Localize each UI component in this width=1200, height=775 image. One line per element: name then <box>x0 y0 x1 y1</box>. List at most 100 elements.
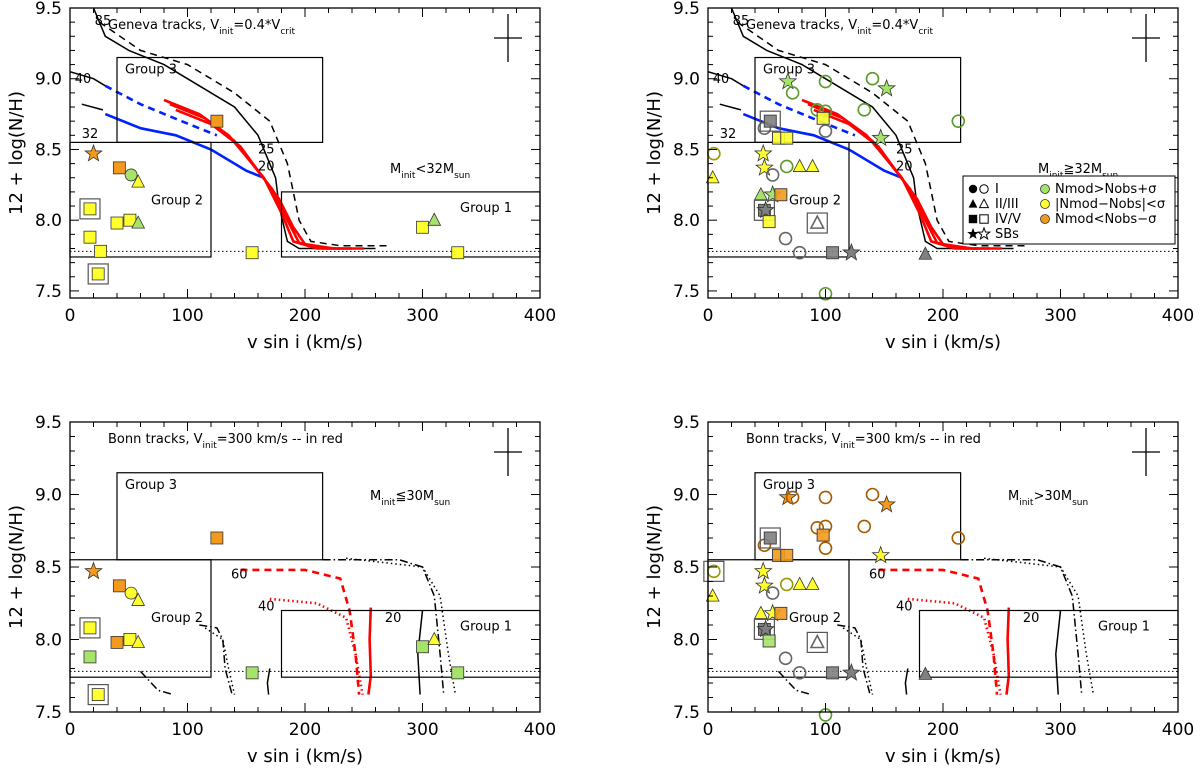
y-tick-label: 9.0 <box>35 486 62 506</box>
data-point-star <box>871 128 891 147</box>
track-mass-label: 20 <box>258 160 275 175</box>
data-point-star <box>754 158 774 176</box>
point-box <box>806 631 828 654</box>
data-point-square <box>110 636 124 649</box>
track-60-dotted <box>346 557 457 695</box>
data-point-square <box>245 246 259 260</box>
group-box <box>116 56 324 143</box>
x-tick-label: 0 <box>703 306 714 326</box>
y-tick-label: 9.0 <box>35 70 62 90</box>
panel-title: Geneva tracks, Vinit=0.4*Vcrit <box>746 18 933 37</box>
track-40-dashed <box>742 84 856 137</box>
data-point-circle <box>779 159 794 174</box>
track-mass-label: 60 <box>869 568 886 583</box>
track-mass-label: 32 <box>82 127 99 142</box>
mass-condition-label: Minit≦30Msun <box>370 489 450 508</box>
data-point-square <box>83 621 97 635</box>
data-point-star <box>753 143 773 162</box>
track-mass-label: 85 <box>733 14 750 29</box>
data-point-square <box>763 531 777 545</box>
data-point-square <box>774 606 788 620</box>
data-point-triangle <box>705 588 720 602</box>
mass-condition-label: Minit<32Msun <box>390 162 470 181</box>
data-point-square <box>416 220 429 234</box>
data-point-triangle <box>792 158 807 172</box>
x-tick-label: 200 <box>289 306 321 326</box>
track-tiny-dashdot <box>139 670 174 696</box>
data-point-circle <box>765 586 780 600</box>
data-point-circle <box>792 666 807 680</box>
data-point-triangle <box>918 666 933 680</box>
group-label: Group 1 <box>460 620 512 635</box>
y-tick-label: 7.5 <box>35 703 62 723</box>
data-point-square <box>826 666 840 680</box>
point-box <box>79 198 101 220</box>
track-40-solid <box>70 70 106 87</box>
track-left-dotted <box>842 627 874 695</box>
point-box <box>759 527 781 549</box>
group-box <box>116 472 324 561</box>
y-tick-label: 8.0 <box>673 211 700 231</box>
x-tick-label: 400 <box>1162 720 1194 740</box>
data-point-triangle <box>792 576 807 590</box>
x-tick-label: 200 <box>289 720 321 740</box>
track-60-dashdot <box>322 558 445 695</box>
mass-condition-label: Minit>30Msun <box>1008 489 1088 508</box>
data-point-triangle <box>805 158 820 172</box>
data-point-circle <box>857 103 872 117</box>
data-point-star <box>754 576 774 594</box>
group-label: Group 3 <box>763 478 815 493</box>
data-point-circle <box>778 231 793 246</box>
track-85-dashed <box>736 21 1026 247</box>
x-tick-label: 100 <box>809 720 841 740</box>
group-box <box>754 56 962 143</box>
x-axis-label: v sin i (km/s) <box>247 332 363 353</box>
track-mass-label: 20 <box>1023 611 1040 626</box>
x-tick-label: 300 <box>1044 306 1076 326</box>
axes-frame <box>69 7 541 299</box>
track-60-dotted <box>984 557 1095 695</box>
data-point-star <box>842 662 861 681</box>
track-60-red-dash <box>878 568 999 695</box>
track-60-dashdot <box>960 558 1083 695</box>
data-point-square <box>763 114 777 128</box>
data-point-square <box>91 688 105 701</box>
data-point-star <box>756 200 775 219</box>
track-solid-a <box>904 668 909 695</box>
y-axis-label: 12 + log(N/H) <box>6 91 27 215</box>
data-point-circle <box>818 74 833 89</box>
track-mass-label: 60 <box>231 568 248 583</box>
data-point-square <box>91 267 105 281</box>
legend-color-swatch <box>1040 199 1050 209</box>
legend-color-label: Nmod<Nobs−σ <box>1055 212 1156 227</box>
legend-symbol-label: SBs <box>995 227 1019 242</box>
track-40-red-dot <box>907 597 1002 695</box>
data-point-square <box>83 230 97 244</box>
data-point-circle <box>818 490 833 505</box>
data-point-square <box>83 202 97 216</box>
data-point-triangle <box>809 633 825 649</box>
x-tick-label: 0 <box>703 720 714 740</box>
y-tick-label: 9.5 <box>673 413 700 433</box>
group-label: Group 1 <box>1098 620 1150 635</box>
track-40-dashed <box>104 84 218 137</box>
x-axis-label: v sin i (km/s) <box>247 746 363 767</box>
x-tick-label: 0 <box>65 306 76 326</box>
track-mass-label: 20 <box>896 160 913 175</box>
legend-symbol-open <box>978 198 990 209</box>
point-box <box>87 263 109 285</box>
panel-top-left: Group 3 Group 2 Group 1 0 100 200 300 400 7.5 8.0… <box>6 0 556 353</box>
x-tick-label: 200 <box>927 720 959 740</box>
y-tick-label: 8.0 <box>35 211 62 231</box>
legend-symbol-open <box>979 214 989 224</box>
group-label: Group 1 <box>460 201 512 216</box>
panel-title: Bonn tracks, Vinit=300 km/s -- in red <box>746 432 981 451</box>
track-mass-label: 20 <box>385 611 402 626</box>
panel-bottom-left: Group 3 Group 2 Group 1 0 100 200 300 400 7.5 8.0… <box>6 413 556 767</box>
group-label: Group 2 <box>789 193 841 208</box>
y-tick-label: 9.0 <box>673 486 700 506</box>
track-85-solid <box>730 8 1014 250</box>
x-tick-label: 100 <box>809 306 841 326</box>
data-point-star <box>84 143 103 162</box>
data-point-star <box>84 561 103 580</box>
